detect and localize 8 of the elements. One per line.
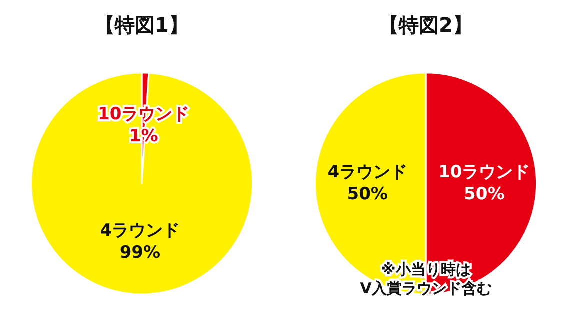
chart-title: 【特図2】: [379, 13, 473, 37]
slice-label: 4ラウンド: [100, 221, 180, 242]
slice-label: 10ラウンド: [438, 162, 530, 183]
slice-label: 4ラウンド: [328, 162, 408, 183]
data-label: 99%: [120, 243, 161, 264]
data-label: 50%: [464, 184, 505, 205]
chart-title: 【特図1】: [95, 13, 189, 37]
data-label: 50%: [347, 184, 388, 205]
